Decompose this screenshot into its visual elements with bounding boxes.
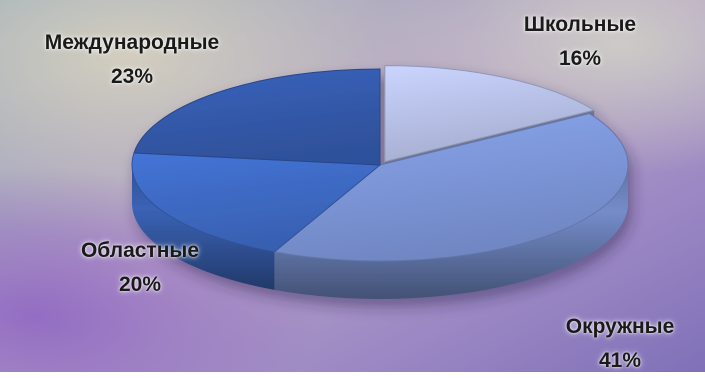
pie-slice-1 <box>273 113 629 262</box>
slice-name: Школьные <box>523 13 637 36</box>
slice-label-okruzhnye: Окружные 41% <box>535 310 705 378</box>
slice-label-mezhdunarodnye: Международные 23% <box>12 26 252 94</box>
slice-name: Окружные <box>565 315 675 338</box>
slice-label-oblastnye: Областные 20% <box>50 234 230 302</box>
slice-label-shkolnye: Школьные 16% <box>500 8 660 76</box>
slice-value: 20% <box>118 273 162 296</box>
slice-value: 16% <box>558 47 602 70</box>
slice-value: 23% <box>110 65 154 88</box>
pie-slice-3 <box>133 68 381 166</box>
slice-value: 41% <box>598 349 642 372</box>
pie-slice-2 <box>131 152 382 253</box>
slice-wall <box>132 165 275 290</box>
slice-name: Международные <box>44 31 220 54</box>
slice-name: Областные <box>80 239 200 262</box>
pie-slice-0 <box>384 65 596 163</box>
slice-wall <box>274 165 628 299</box>
